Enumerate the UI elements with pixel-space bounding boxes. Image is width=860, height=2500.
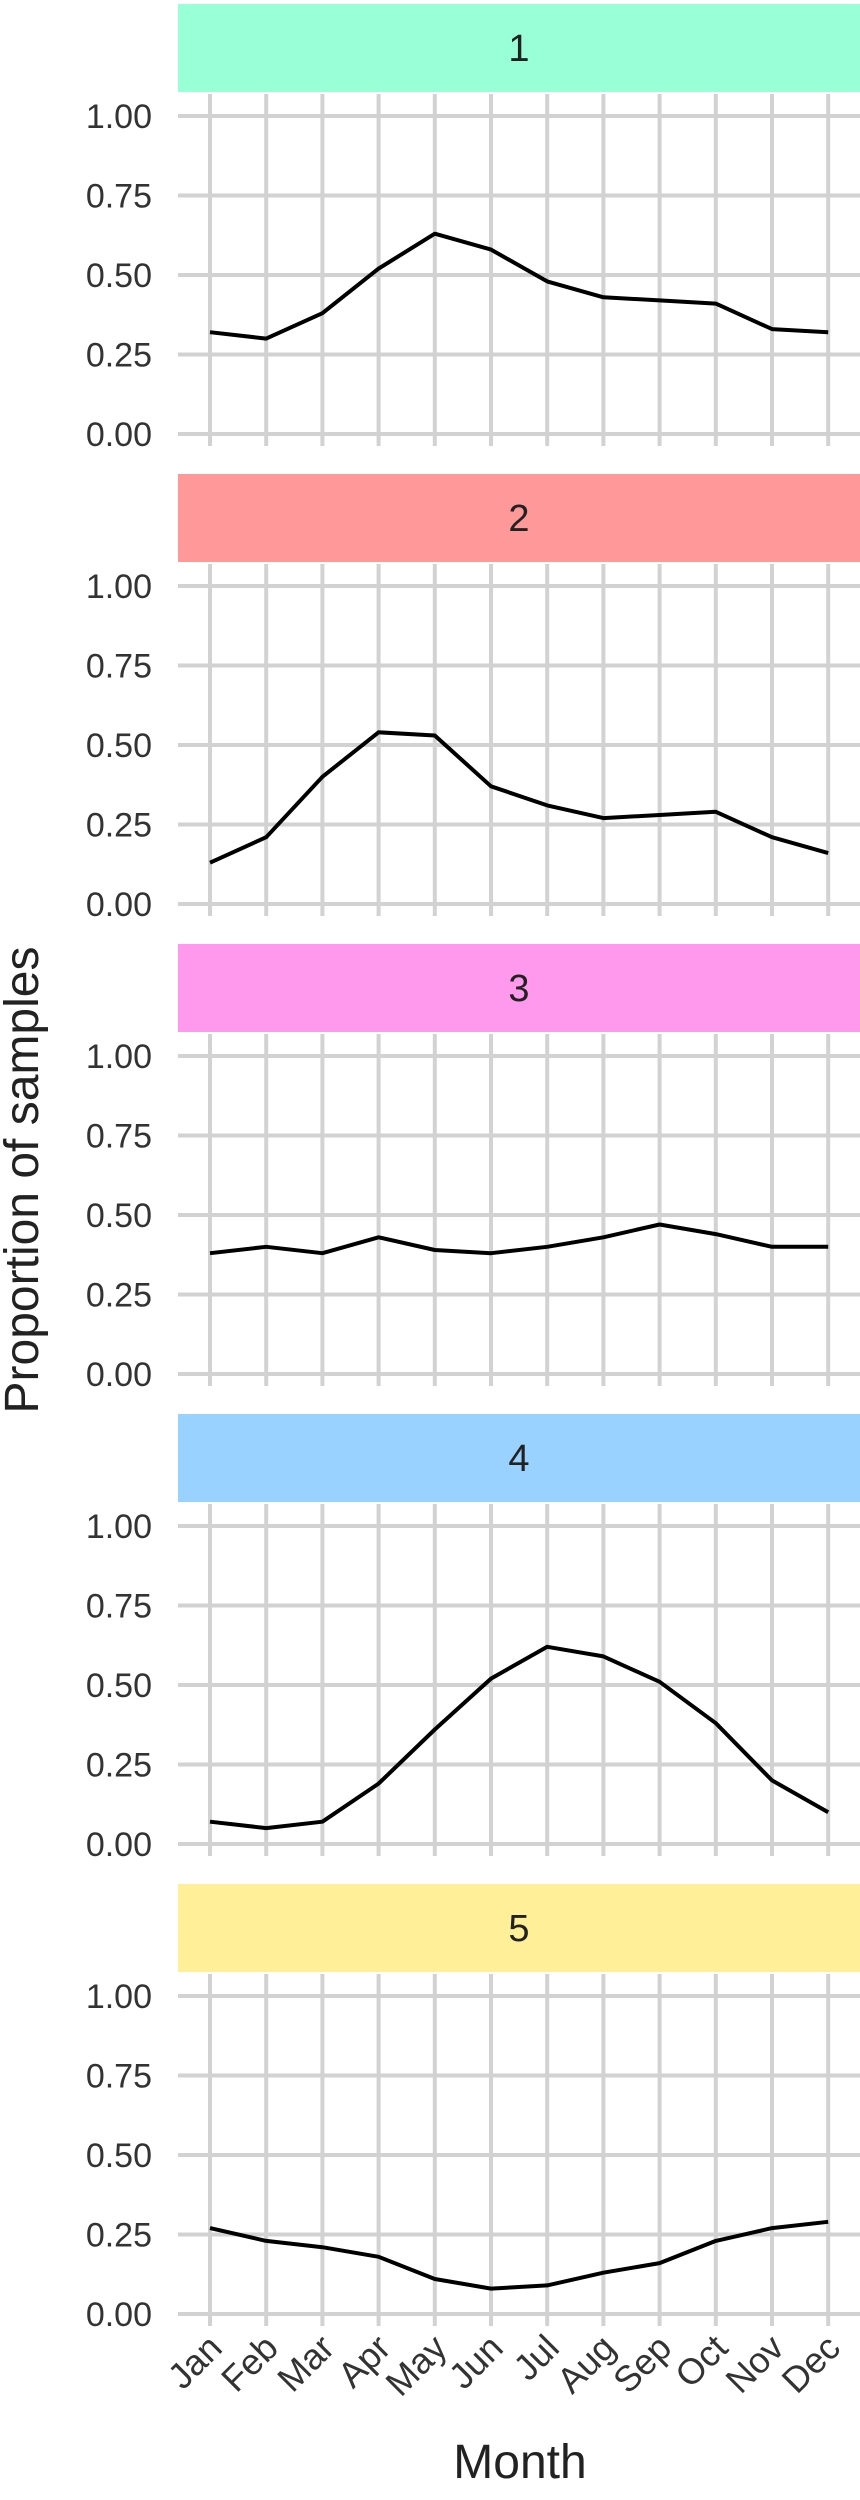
y-tick-label: 0.75	[86, 2058, 152, 2096]
y-tick-label: 1.00	[86, 568, 152, 606]
y-tick-label: 0.50	[86, 257, 152, 295]
y-tick-label: 0.75	[86, 1588, 152, 1626]
y-tick-label: 0.75	[86, 1118, 152, 1156]
facet-strip-label: 4	[508, 1438, 529, 1480]
y-tick-label: 1.00	[86, 1038, 152, 1076]
y-tick-label: 0.00	[86, 416, 152, 454]
y-tick-label: 0.25	[86, 1747, 152, 1785]
facet-strip-label: 2	[508, 498, 529, 540]
y-tick-label: 0.50	[86, 727, 152, 765]
facet-panel-2: 2 0.00 0.25 0.50 0.75 1.00	[86, 474, 860, 924]
facet-panel-5: 5 0.00 0.25 0.50 0.75 1.00	[86, 1884, 860, 2334]
y-axis-title: Proportion of samples	[0, 947, 49, 1414]
y-tick-label: 0.50	[86, 2137, 152, 2175]
y-tick-label: 0.25	[86, 2217, 152, 2255]
y-tick-label: 0.00	[86, 2296, 152, 2334]
y-tick-label: 1.00	[86, 1978, 152, 2016]
x-tick-label: Jun	[441, 2327, 511, 2397]
x-tick-label: Feb	[213, 2327, 286, 2400]
y-tick-label: 0.25	[86, 1277, 152, 1315]
y-tick-label: 0.75	[86, 178, 152, 216]
y-tick-label: 0.75	[86, 648, 152, 686]
series-line-5	[209, 2219, 829, 2291]
y-tick-label: 0.25	[86, 807, 152, 845]
x-axis-title: Month	[453, 2436, 586, 2489]
x-tick-label: Jan	[160, 2327, 230, 2397]
series-line-4	[209, 1644, 830, 1831]
facet-strip-label: 5	[508, 1908, 529, 1950]
series-line-1	[209, 231, 829, 341]
facet-strip	[178, 474, 860, 562]
x-tick-label: Oct	[667, 2327, 736, 2396]
y-tick-label: 0.25	[86, 337, 152, 375]
facet-panel-1: 1 0.00 0.25 0.50 0.75 1.00	[86, 4, 860, 454]
facet-strip-label: 1	[508, 28, 529, 70]
y-tick-label: 1.00	[86, 98, 152, 136]
x-tick-label: Mar	[269, 2327, 342, 2400]
y-tick-label: 1.00	[86, 1508, 152, 1546]
series-line-2	[209, 730, 829, 865]
y-tick-label: 0.50	[86, 1667, 152, 1705]
facet-strip-label: 3	[508, 968, 529, 1010]
y-tick-label: 0.00	[86, 1826, 152, 1864]
series-line-3	[209, 1222, 829, 1256]
facet-panel-3: 3 0.00 0.25 0.50 0.75 1.00	[86, 944, 860, 1394]
facet-panel-4: 4 0.00 0.25 0.50 0.75 1.00	[86, 1414, 860, 1864]
facet-strip	[178, 944, 860, 1032]
facet-strip	[178, 4, 860, 92]
y-tick-label: 0.00	[86, 886, 152, 924]
facet-strip	[178, 1884, 860, 1972]
y-tick-label: 0.50	[86, 1197, 152, 1235]
facet-strip	[178, 1414, 860, 1502]
x-tick-label: Dec	[774, 2327, 848, 2401]
y-tick-label: 0.00	[86, 1356, 152, 1394]
